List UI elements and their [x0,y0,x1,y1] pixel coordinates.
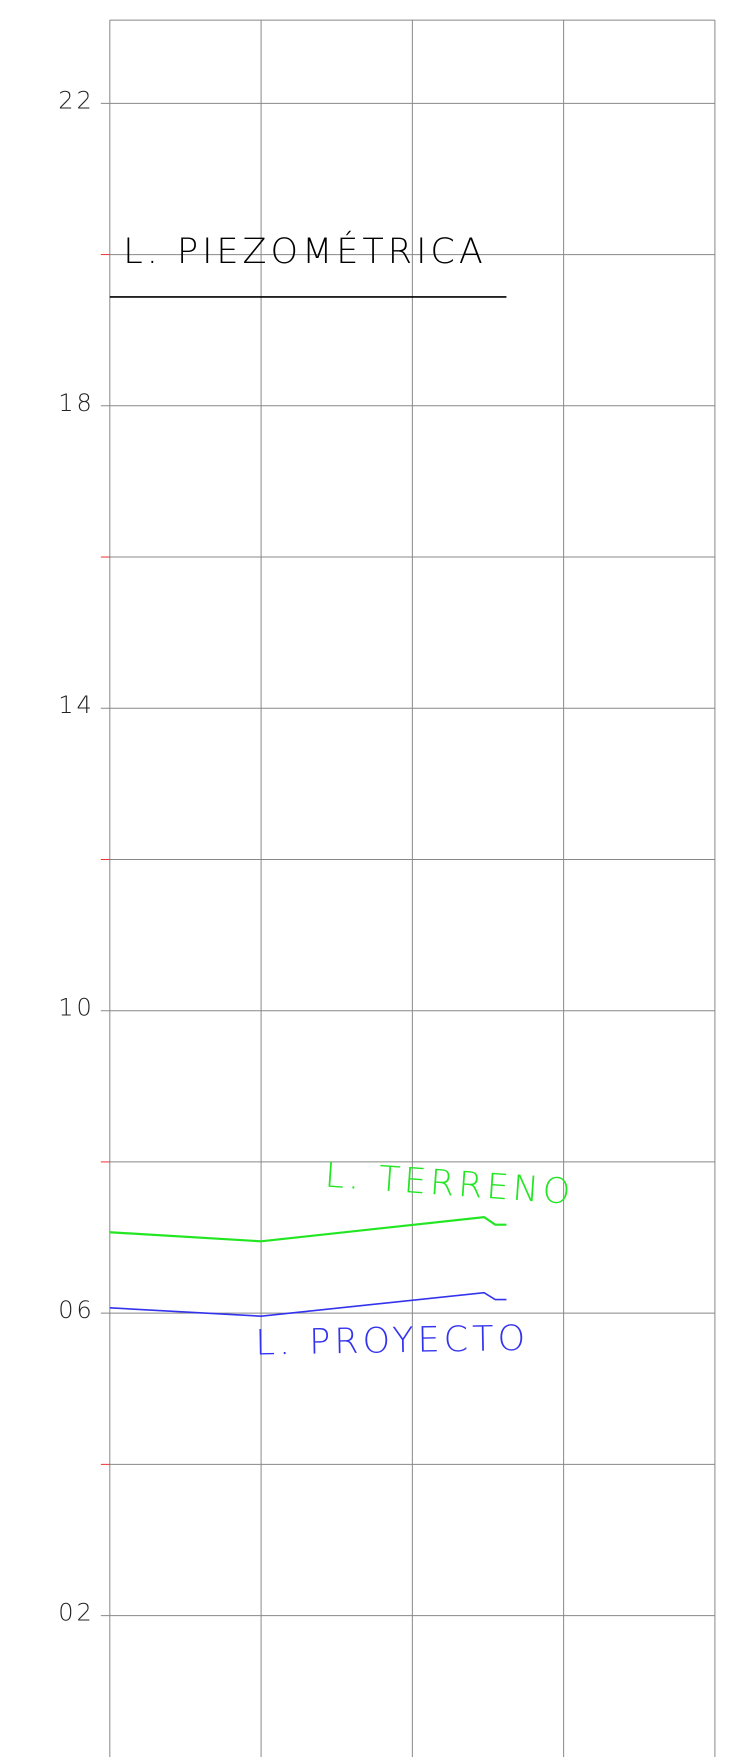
series-label: L. PROYECTO [255,1319,529,1364]
y-tick-label: 02 [58,1599,95,1627]
y-tick-label: 14 [58,691,95,719]
y-tick-label: 06 [58,1296,95,1324]
y-tick-label: 18 [58,389,95,417]
line-series [109,1291,507,1317]
series-label: L. PIEZOMÉTRICA [123,230,487,272]
y-tick-label: 22 [58,86,95,114]
y-tick-label: 10 [58,994,95,1022]
series-label: L. TERRENO [324,1156,576,1213]
line-series [109,1215,507,1243]
